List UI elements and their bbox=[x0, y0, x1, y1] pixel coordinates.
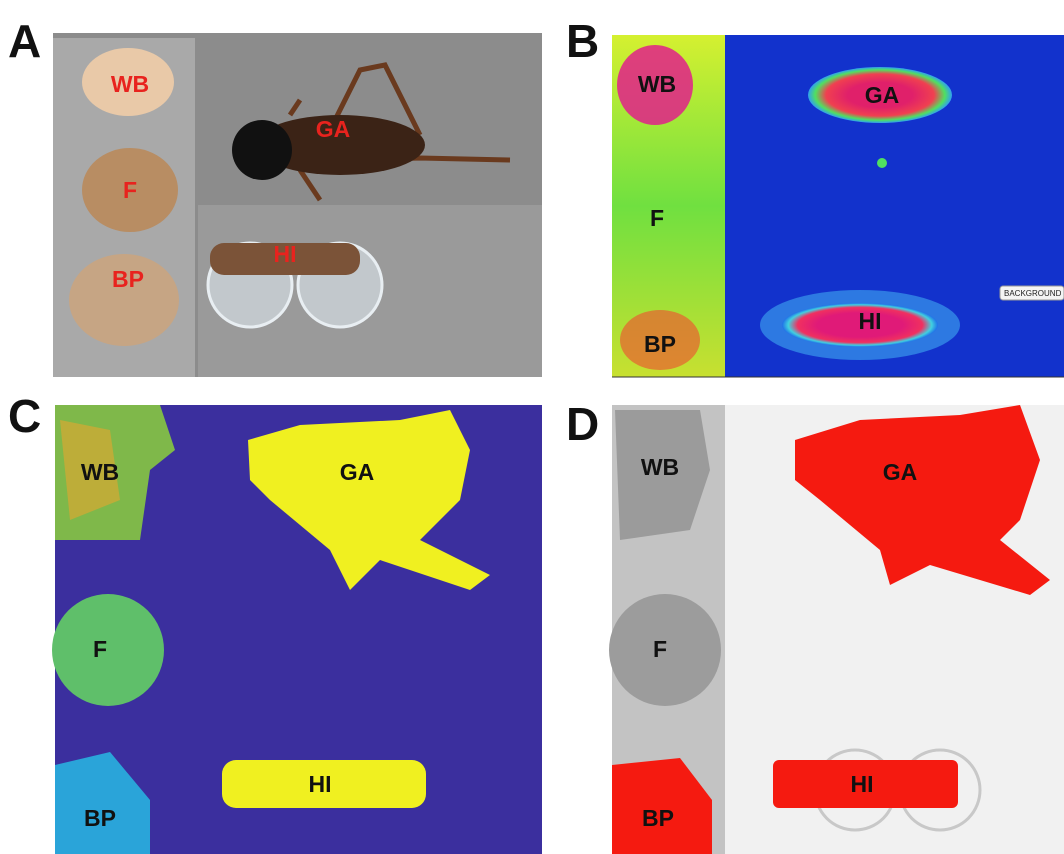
sample-label: GA bbox=[883, 459, 918, 485]
sample-label: F bbox=[650, 205, 664, 231]
sample-label: F bbox=[653, 636, 667, 662]
sample-label: GA bbox=[340, 459, 375, 485]
ga-cricket-head bbox=[232, 120, 292, 180]
annotation: BACKGROUND bbox=[1004, 289, 1062, 298]
panel-letter: A bbox=[8, 15, 41, 67]
sample-label: BP bbox=[642, 805, 674, 831]
panel-letter: C bbox=[8, 390, 41, 442]
panel-letter: D bbox=[566, 398, 599, 450]
hot-spot bbox=[877, 158, 887, 168]
sample-label: HI bbox=[851, 771, 874, 797]
sample-label: HI bbox=[859, 308, 882, 334]
sample-label: BP bbox=[112, 266, 144, 292]
figure: A B C D WB F BP GA HI WB F BP GA HI BACK… bbox=[0, 0, 1064, 854]
sample-label: F bbox=[123, 177, 137, 203]
sample-label: F bbox=[93, 636, 107, 662]
sample-label: BP bbox=[84, 805, 116, 831]
sample-label: WB bbox=[638, 71, 676, 97]
sample-label: GA bbox=[316, 116, 351, 142]
panel-b bbox=[612, 35, 1064, 377]
f-class bbox=[52, 594, 164, 706]
sample-label: GA bbox=[865, 82, 900, 108]
sample-label: HI bbox=[309, 771, 332, 797]
sample-label: WB bbox=[111, 71, 149, 97]
panel-c bbox=[52, 405, 542, 854]
sample-label: HI bbox=[274, 241, 297, 267]
sample-label: BP bbox=[644, 331, 676, 357]
sample-label: WB bbox=[81, 459, 119, 485]
panel-letter: B bbox=[566, 15, 599, 67]
sample-label: WB bbox=[641, 454, 679, 480]
